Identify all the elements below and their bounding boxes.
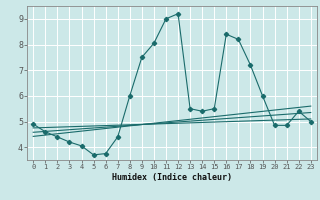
X-axis label: Humidex (Indice chaleur): Humidex (Indice chaleur)	[112, 173, 232, 182]
